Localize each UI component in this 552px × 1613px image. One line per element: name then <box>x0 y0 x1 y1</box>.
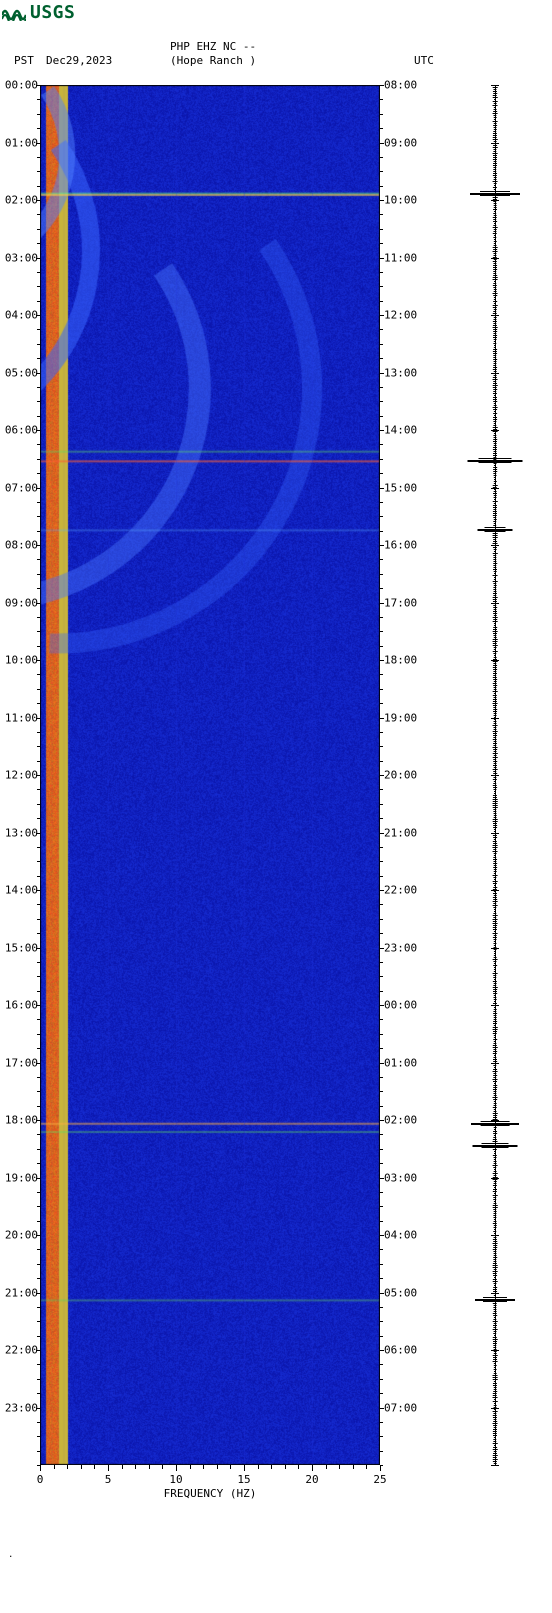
y-left-label: 08:00 <box>5 539 38 552</box>
y-right-label: 22:00 <box>384 884 417 897</box>
y-right-label: 13:00 <box>384 366 417 379</box>
y-left-label: 10:00 <box>5 654 38 667</box>
y-right-label: 05:00 <box>384 1286 417 1299</box>
y-left-label: 13:00 <box>5 826 38 839</box>
x-tick-label: 15 <box>237 1473 250 1486</box>
y-right-label: 00:00 <box>384 999 417 1012</box>
y-left-label: 18:00 <box>5 1114 38 1127</box>
x-tick-label: 10 <box>169 1473 182 1486</box>
y-right-label: 21:00 <box>384 826 417 839</box>
y-right-label: 06:00 <box>384 1344 417 1357</box>
footer-mark: . <box>8 1550 13 1560</box>
y-axis-right: 08:0009:0010:0011:0012:0013:0014:0015:00… <box>380 85 432 1465</box>
spectrogram <box>40 85 380 1465</box>
y-left-label: 23:00 <box>5 1401 38 1414</box>
y-right-label: 20:00 <box>384 769 417 782</box>
tz-right: UTC <box>414 54 434 67</box>
y-right-label: 16:00 <box>384 539 417 552</box>
y-right-label: 14:00 <box>384 424 417 437</box>
y-left-label: 19:00 <box>5 1171 38 1184</box>
y-left-label: 00:00 <box>5 79 38 92</box>
y-left-label: 05:00 <box>5 366 38 379</box>
station: PHP EHZ NC -- <box>170 40 256 53</box>
x-tick-label: 20 <box>305 1473 318 1486</box>
y-left-label: 14:00 <box>5 884 38 897</box>
wave-icon <box>2 5 26 21</box>
y-left-label: 20:00 <box>5 1229 38 1242</box>
y-left-label: 15:00 <box>5 941 38 954</box>
spectrogram-canvas <box>40 85 380 1465</box>
x-axis: FREQUENCY (HZ) 0510152025 <box>40 1465 380 1495</box>
y-left-label: 07:00 <box>5 481 38 494</box>
y-right-label: 09:00 <box>384 136 417 149</box>
y-left-label: 22:00 <box>5 1344 38 1357</box>
y-right-label: 15:00 <box>384 481 417 494</box>
y-right-label: 01:00 <box>384 1056 417 1069</box>
y-left-label: 03:00 <box>5 251 38 264</box>
y-left-label: 17:00 <box>5 1056 38 1069</box>
y-right-label: 18:00 <box>384 654 417 667</box>
y-right-label: 07:00 <box>384 1401 417 1414</box>
y-left-label: 11:00 <box>5 711 38 724</box>
y-right-label: 17:00 <box>384 596 417 609</box>
y-left-label: 21:00 <box>5 1286 38 1299</box>
y-left-label: 04:00 <box>5 309 38 322</box>
y-left-label: 06:00 <box>5 424 38 437</box>
x-tick-label: 5 <box>105 1473 112 1486</box>
x-tick-label: 25 <box>373 1473 386 1486</box>
amplitude-trace <box>455 85 535 1465</box>
y-left-label: 01:00 <box>5 136 38 149</box>
y-left-label: 02:00 <box>5 194 38 207</box>
location: (Hope Ranch ) <box>170 54 256 67</box>
y-right-label: 03:00 <box>384 1171 417 1184</box>
date: Dec29,2023 <box>46 54 112 67</box>
y-right-label: 19:00 <box>384 711 417 724</box>
x-tick-label: 0 <box>37 1473 44 1486</box>
y-right-label: 04:00 <box>384 1229 417 1242</box>
y-axis-left: 00:0001:0002:0003:0004:0005:0006:0007:00… <box>0 85 40 1465</box>
tz-left: PST <box>14 54 34 67</box>
y-left-label: 16:00 <box>5 999 38 1012</box>
logo-text: USGS <box>30 2 75 23</box>
y-right-label: 02:00 <box>384 1114 417 1127</box>
y-left-label: 12:00 <box>5 769 38 782</box>
y-right-label: 11:00 <box>384 251 417 264</box>
y-right-label: 12:00 <box>384 309 417 322</box>
y-right-label: 10:00 <box>384 194 417 207</box>
usgs-logo: USGS <box>2 2 75 23</box>
y-left-label: 09:00 <box>5 596 38 609</box>
y-right-label: 23:00 <box>384 941 417 954</box>
x-axis-label: FREQUENCY (HZ) <box>164 1487 257 1500</box>
y-right-label: 08:00 <box>384 79 417 92</box>
